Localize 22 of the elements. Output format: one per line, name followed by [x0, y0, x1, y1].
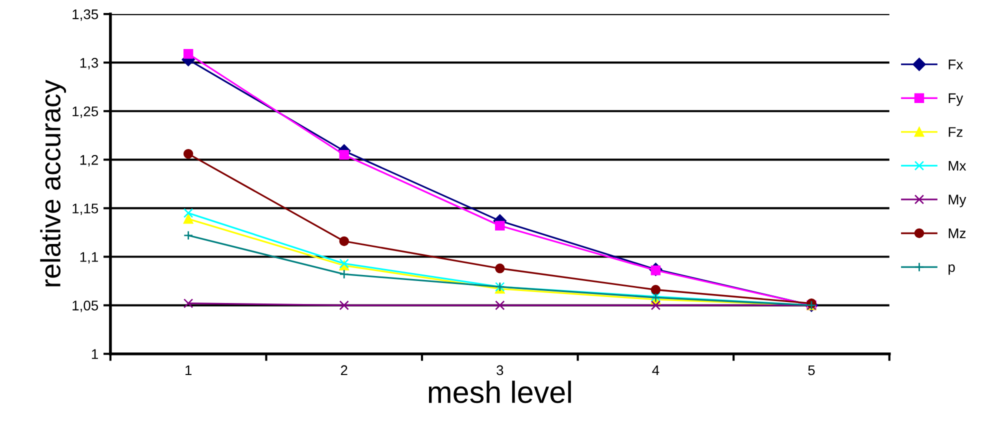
legend-label: p — [948, 264, 955, 275]
legend-label: My — [948, 194, 966, 208]
legend-label: Fx — [948, 60, 963, 70]
y-tick-label: 1,35 — [72, 9, 98, 21]
y-tick-label: 1,3 — [80, 58, 98, 70]
legend-label: Mx — [948, 160, 966, 171]
y-tick-label: 1,1 — [80, 252, 98, 264]
x-tick-label: 4 — [652, 365, 660, 376]
y-tick-label: 1,25 — [72, 106, 98, 118]
x-tick-label: 5 — [808, 365, 815, 376]
x-tick-label: 1 — [186, 365, 192, 376]
y-axis-title: relative accuracy — [40, 80, 66, 286]
legend-label: Fz — [948, 127, 962, 137]
x-axis-title: mesh level — [428, 380, 571, 404]
x-tick-label: 2 — [340, 365, 348, 376]
legend-label: Fy — [948, 93, 964, 106]
y-tick-label: 1,2 — [80, 155, 98, 166]
y-tick-label: 1,05 — [72, 300, 98, 312]
x-tick-label: 3 — [496, 365, 504, 376]
y-tick-label: 1 — [92, 349, 98, 359]
legend-label: Mz — [948, 228, 966, 238]
y-tick-label: 1,15 — [72, 204, 98, 216]
